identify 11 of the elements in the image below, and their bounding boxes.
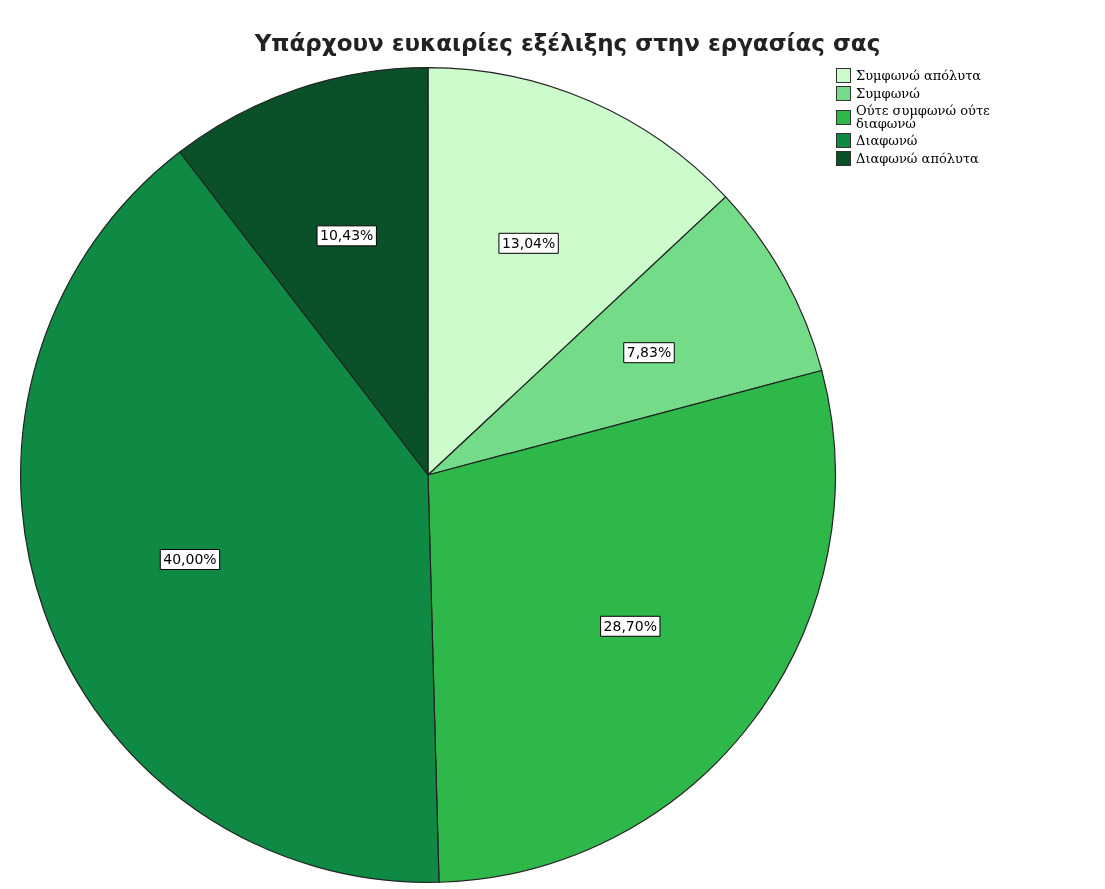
legend-label: Συμφωνώ	[856, 86, 920, 101]
data-label: 40,00%	[163, 551, 217, 568]
legend-label: Διαφωνώ	[856, 133, 918, 148]
data-label: 7,83%	[626, 344, 672, 361]
legend-label: Διαφωνώ απόλυτα	[856, 151, 979, 166]
data-label: 10,43%	[320, 227, 374, 244]
chart-title: Υπάρχουν ευκαιρίες εξέλιξης στην εργασίας σας	[253, 30, 882, 56]
legend-label: Συμφωνώ απόλυτα	[856, 68, 982, 83]
data-label: 13,04%	[501, 234, 556, 251]
data-label: 28,70%	[603, 617, 657, 634]
legend-label: Ούτε συμφωνώ ούτε διαφωνώ	[856, 103, 991, 131]
